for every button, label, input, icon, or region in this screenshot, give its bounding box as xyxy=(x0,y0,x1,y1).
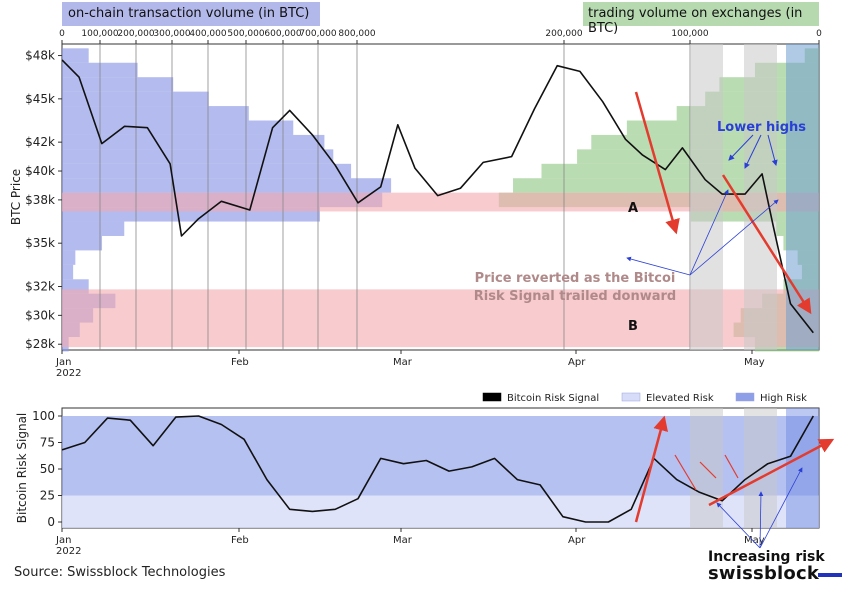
risk-high-shade xyxy=(786,408,819,528)
price-x-tick-label: Jan xyxy=(55,357,71,368)
onchain-volume-bar xyxy=(62,77,174,92)
onchain-axis-tick-label: 200,000 xyxy=(117,29,154,39)
risk-tick-label: 75 xyxy=(40,436,55,450)
price-tick-label: $48k xyxy=(25,49,55,63)
onchain-axis-tick-label: 300,000 xyxy=(153,29,190,39)
onchain-axis-tick-label: 100,000 xyxy=(81,29,118,39)
risk-x-tick-label: May xyxy=(744,535,765,546)
risk-x-tick-label: Feb xyxy=(231,535,249,546)
increasing-risk-pointer xyxy=(758,491,764,549)
onchain-volume-bar xyxy=(62,250,76,265)
onchain-volume-bar xyxy=(62,221,125,236)
price-x-tick-label: May xyxy=(744,357,765,368)
exchange-volume-bar xyxy=(541,163,819,179)
onchain-axis-tick-label: 600,000 xyxy=(264,29,301,39)
price-axis-label: BTC Price xyxy=(9,169,23,225)
risk-x-tick-label: Mar xyxy=(393,535,413,546)
lower-highs-pointer xyxy=(767,134,778,166)
risk-tick-label: 100 xyxy=(32,409,55,423)
onchain-axis-tick-label: 400,000 xyxy=(189,29,226,39)
price-reverted-label-line2: Risk Signal trailed donward xyxy=(474,289,676,304)
reverted-pointer xyxy=(689,199,779,276)
onchain-volume-bar xyxy=(62,48,89,63)
onchain-axis-tick-label: 700,000 xyxy=(299,29,336,39)
price-x-tick-label: Apr xyxy=(568,357,586,368)
price-tick-label: $32k xyxy=(25,279,55,293)
risk-tick-label: 0 xyxy=(47,515,55,529)
brand-bar-icon xyxy=(818,573,842,577)
red-arrow-risk-2 xyxy=(708,438,835,507)
legend-swatch-0 xyxy=(482,392,502,402)
legend-label-1: Elevated Risk xyxy=(646,393,714,404)
increasing-risk-pointer xyxy=(716,502,761,549)
onchain-volume-bar xyxy=(62,106,249,121)
exchange-volume-bar xyxy=(513,178,819,193)
risk-x-tick-label: 2022 xyxy=(56,546,81,557)
risk-x-tick-label: Apr xyxy=(568,535,586,546)
increasing-risk-label: Increasing risk xyxy=(708,549,825,565)
risk-tick-label: 50 xyxy=(40,462,55,476)
btc-price-line xyxy=(61,59,814,334)
risk-axis-label: Bitcoin Risk Signal xyxy=(15,413,29,524)
legend-label-2: High Risk xyxy=(760,393,807,404)
reverted-pointer xyxy=(689,189,729,276)
onchain-axis-tick-label: 500,000 xyxy=(227,29,264,39)
brand-logo-text: swissblock xyxy=(708,563,820,584)
onchain-axis-tick-label: 800,000 xyxy=(338,29,375,39)
price-tick-label: $42k xyxy=(25,135,55,149)
price-reverted-label-line1: Price reverted as the Bitcoi xyxy=(475,271,676,286)
onchain-volume-bar xyxy=(62,134,325,150)
price-tick-label: $28k xyxy=(25,337,55,351)
lower-highs-pointer xyxy=(728,134,754,161)
price-tick-label: $45k xyxy=(25,92,55,106)
zone-a-label: A xyxy=(628,201,638,216)
risk-signal-line xyxy=(61,415,814,523)
grey-shade-1 xyxy=(690,44,723,350)
red-arrow-top-2 xyxy=(721,174,812,315)
source-text: Source: Swissblock Technologies xyxy=(14,565,226,580)
legend-label-0: Bitcoin Risk Signal xyxy=(507,393,599,404)
legend-swatch-2 xyxy=(735,392,755,402)
legend-swatch-1 xyxy=(621,392,641,402)
onchain-volume-badge: on-chain transaction volume (in BTC) xyxy=(62,2,320,26)
price-tick-label: $38k xyxy=(25,193,55,207)
price-x-tick-label: Feb xyxy=(231,357,249,368)
onchain-volume-bar xyxy=(62,120,294,135)
lower-highs-label: Lower highs xyxy=(717,120,806,135)
red-tick-annotation xyxy=(674,454,697,491)
red-arrow-risk-1 xyxy=(634,415,668,523)
increasing-risk-pointer xyxy=(759,467,803,549)
red-arrow-top-1 xyxy=(634,91,680,235)
exchange-volume-badge: trading volume on exchanges (in BTC) xyxy=(583,2,819,36)
reverted-pointer xyxy=(626,256,691,276)
price-tick-label: $40k xyxy=(25,164,55,178)
price-x-tick-label: Mar xyxy=(393,357,413,368)
exchange-axis-tick-label: 100,000 xyxy=(671,29,708,39)
price-x-tick-label: 2022 xyxy=(56,368,81,379)
price-tick-label: $35k xyxy=(25,236,55,250)
risk-x-tick-label: Jan xyxy=(55,535,71,546)
risk-tick-label: 25 xyxy=(40,489,55,503)
exchange-axis-tick-label: 200,000 xyxy=(545,29,582,39)
red-tick-annotation xyxy=(724,454,739,479)
lower-highs-pointer xyxy=(744,134,762,169)
grey-shade-2 xyxy=(744,44,777,350)
zone-b-label: B xyxy=(628,319,638,334)
red-tick-annotation xyxy=(699,461,717,479)
exchange-axis-tick-label: 0 xyxy=(816,29,822,39)
onchain-volume-bar xyxy=(62,163,352,179)
onchain-volume-bar xyxy=(62,235,103,251)
onchain-axis-tick-label: 0 xyxy=(59,29,65,39)
onchain-volume-badge-label: on-chain transaction volume (in BTC) xyxy=(68,6,310,21)
onchain-volume-bar xyxy=(62,178,392,193)
exchange-volume-badge-label: trading volume on exchanges (in BTC) xyxy=(588,6,803,36)
price-tick-label: $30k xyxy=(25,308,55,322)
onchain-volume-bar xyxy=(62,149,334,164)
onchain-volume-bar xyxy=(62,264,74,280)
